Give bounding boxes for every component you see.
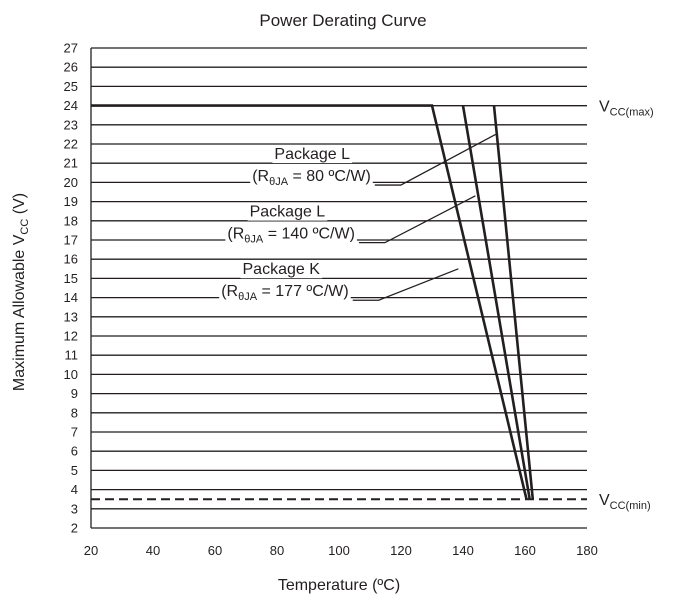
- y-axis-label-unit: (V): [11, 193, 28, 219]
- annotation-r: (R: [252, 168, 269, 185]
- y-tick-label: 3: [71, 501, 78, 516]
- annotation-leader: [358, 195, 476, 244]
- x-tick-label: 180: [576, 543, 598, 558]
- series-lines: [91, 104, 535, 500]
- y-axis-label-sub: CC: [19, 219, 31, 235]
- x-tick-label: 100: [328, 543, 350, 558]
- reference-label-main: V: [599, 492, 610, 509]
- y-tick-label: 6: [71, 444, 78, 459]
- y-tick-label: 17: [64, 233, 78, 248]
- y-tick-label: 13: [64, 309, 78, 324]
- reference-label-sub: CC(max): [610, 107, 654, 119]
- y-axis-label-main: Maximum Allowable V: [11, 234, 28, 391]
- reference-line-label: VCC(max): [599, 99, 654, 119]
- y-tick-label: 20: [64, 175, 78, 190]
- y-tick-label: 12: [64, 329, 78, 344]
- y-tick-label: 27: [64, 41, 78, 56]
- annotation-r: (R: [221, 283, 238, 300]
- annotation-bg: [247, 203, 328, 221]
- y-tick-label: 18: [64, 213, 78, 228]
- y-tick-label: 26: [64, 60, 78, 75]
- annotation-r: (R: [227, 226, 244, 243]
- annotation-package: Package L: [250, 204, 326, 221]
- y-tick-label: 11: [65, 348, 79, 363]
- annotation-resistance: (RθJA = 177 ºC/W): [221, 283, 349, 303]
- y-tick-label: 14: [64, 290, 78, 305]
- series-line: [461, 105, 531, 500]
- annotation-bg: [225, 225, 357, 246]
- annotation-leader: [352, 268, 459, 301]
- annotation-leader: [374, 133, 496, 186]
- annotation-r-value: = 140 ºC/W): [263, 226, 355, 243]
- y-axis-label: Maximum Allowable VCC (V): [11, 193, 31, 391]
- reference-label-sub: CC(min): [610, 500, 651, 512]
- annotation-bg: [240, 261, 323, 279]
- y-tick-label: 24: [64, 98, 78, 113]
- reference-lines: VCC(max)VCC(min): [91, 99, 654, 512]
- annotation-r-value: = 80 ºC/W): [288, 168, 371, 185]
- y-tick-label: 23: [64, 117, 78, 132]
- x-tick-label: 80: [270, 543, 284, 558]
- x-tick-label: 120: [390, 543, 412, 558]
- annotation-resistance: (RθJA = 140 ºC/W): [227, 226, 355, 246]
- y-tick-label: 5: [71, 463, 78, 478]
- annotation-package: Package L: [274, 146, 350, 163]
- series-line: [492, 105, 535, 500]
- y-tick-label: 2: [71, 521, 78, 536]
- annotations: Package L(RθJA = 80 ºC/W)Package L(RθJA …: [219, 133, 496, 304]
- x-tick-label: 40: [146, 543, 160, 558]
- reference-label-main: V: [599, 99, 610, 116]
- x-tick-labels: 20 40 60 80 100 120 140 160 180: [84, 543, 598, 558]
- y-tick-label: 7: [71, 425, 78, 440]
- series-line: [91, 104, 528, 500]
- annotation-bg: [250, 168, 373, 189]
- reference-line-label: VCC(min): [599, 492, 651, 512]
- y-tick-label: 4: [71, 482, 78, 497]
- y-tick-label: 8: [71, 405, 78, 420]
- x-tick-label: 160: [514, 543, 536, 558]
- annotation-r-sub: θJA: [269, 176, 289, 188]
- x-tick-label: 20: [84, 543, 98, 558]
- annotation-r-value: = 177 ºC/W): [257, 283, 349, 300]
- annotation-resistance: (RθJA = 80 ºC/W): [252, 168, 371, 188]
- y-tick-label: 16: [64, 252, 78, 267]
- y-tick-label: 15: [64, 271, 78, 286]
- annotation-bg: [219, 283, 351, 304]
- annotation-r-sub: θJA: [238, 291, 258, 303]
- chart-title: Power Derating Curve: [259, 11, 426, 30]
- y-tick-label: 22: [64, 137, 78, 152]
- x-tick-label: 140: [452, 543, 474, 558]
- x-axis-label: Temperature (ºC): [278, 577, 400, 594]
- annotation-r-sub: θJA: [244, 234, 264, 246]
- x-tick-label: 60: [208, 543, 222, 558]
- y-tick-label: 19: [64, 194, 78, 209]
- y-tick-label: 21: [64, 156, 78, 171]
- y-tick-label: 10: [64, 367, 78, 382]
- annotation-package: Package K: [243, 261, 321, 278]
- annotation-bg: [272, 146, 353, 164]
- y-tick-labels: 2345678910111213141516171819202122232425…: [64, 41, 78, 536]
- y-tick-label: 25: [64, 79, 78, 94]
- y-tick-label: 9: [71, 386, 78, 401]
